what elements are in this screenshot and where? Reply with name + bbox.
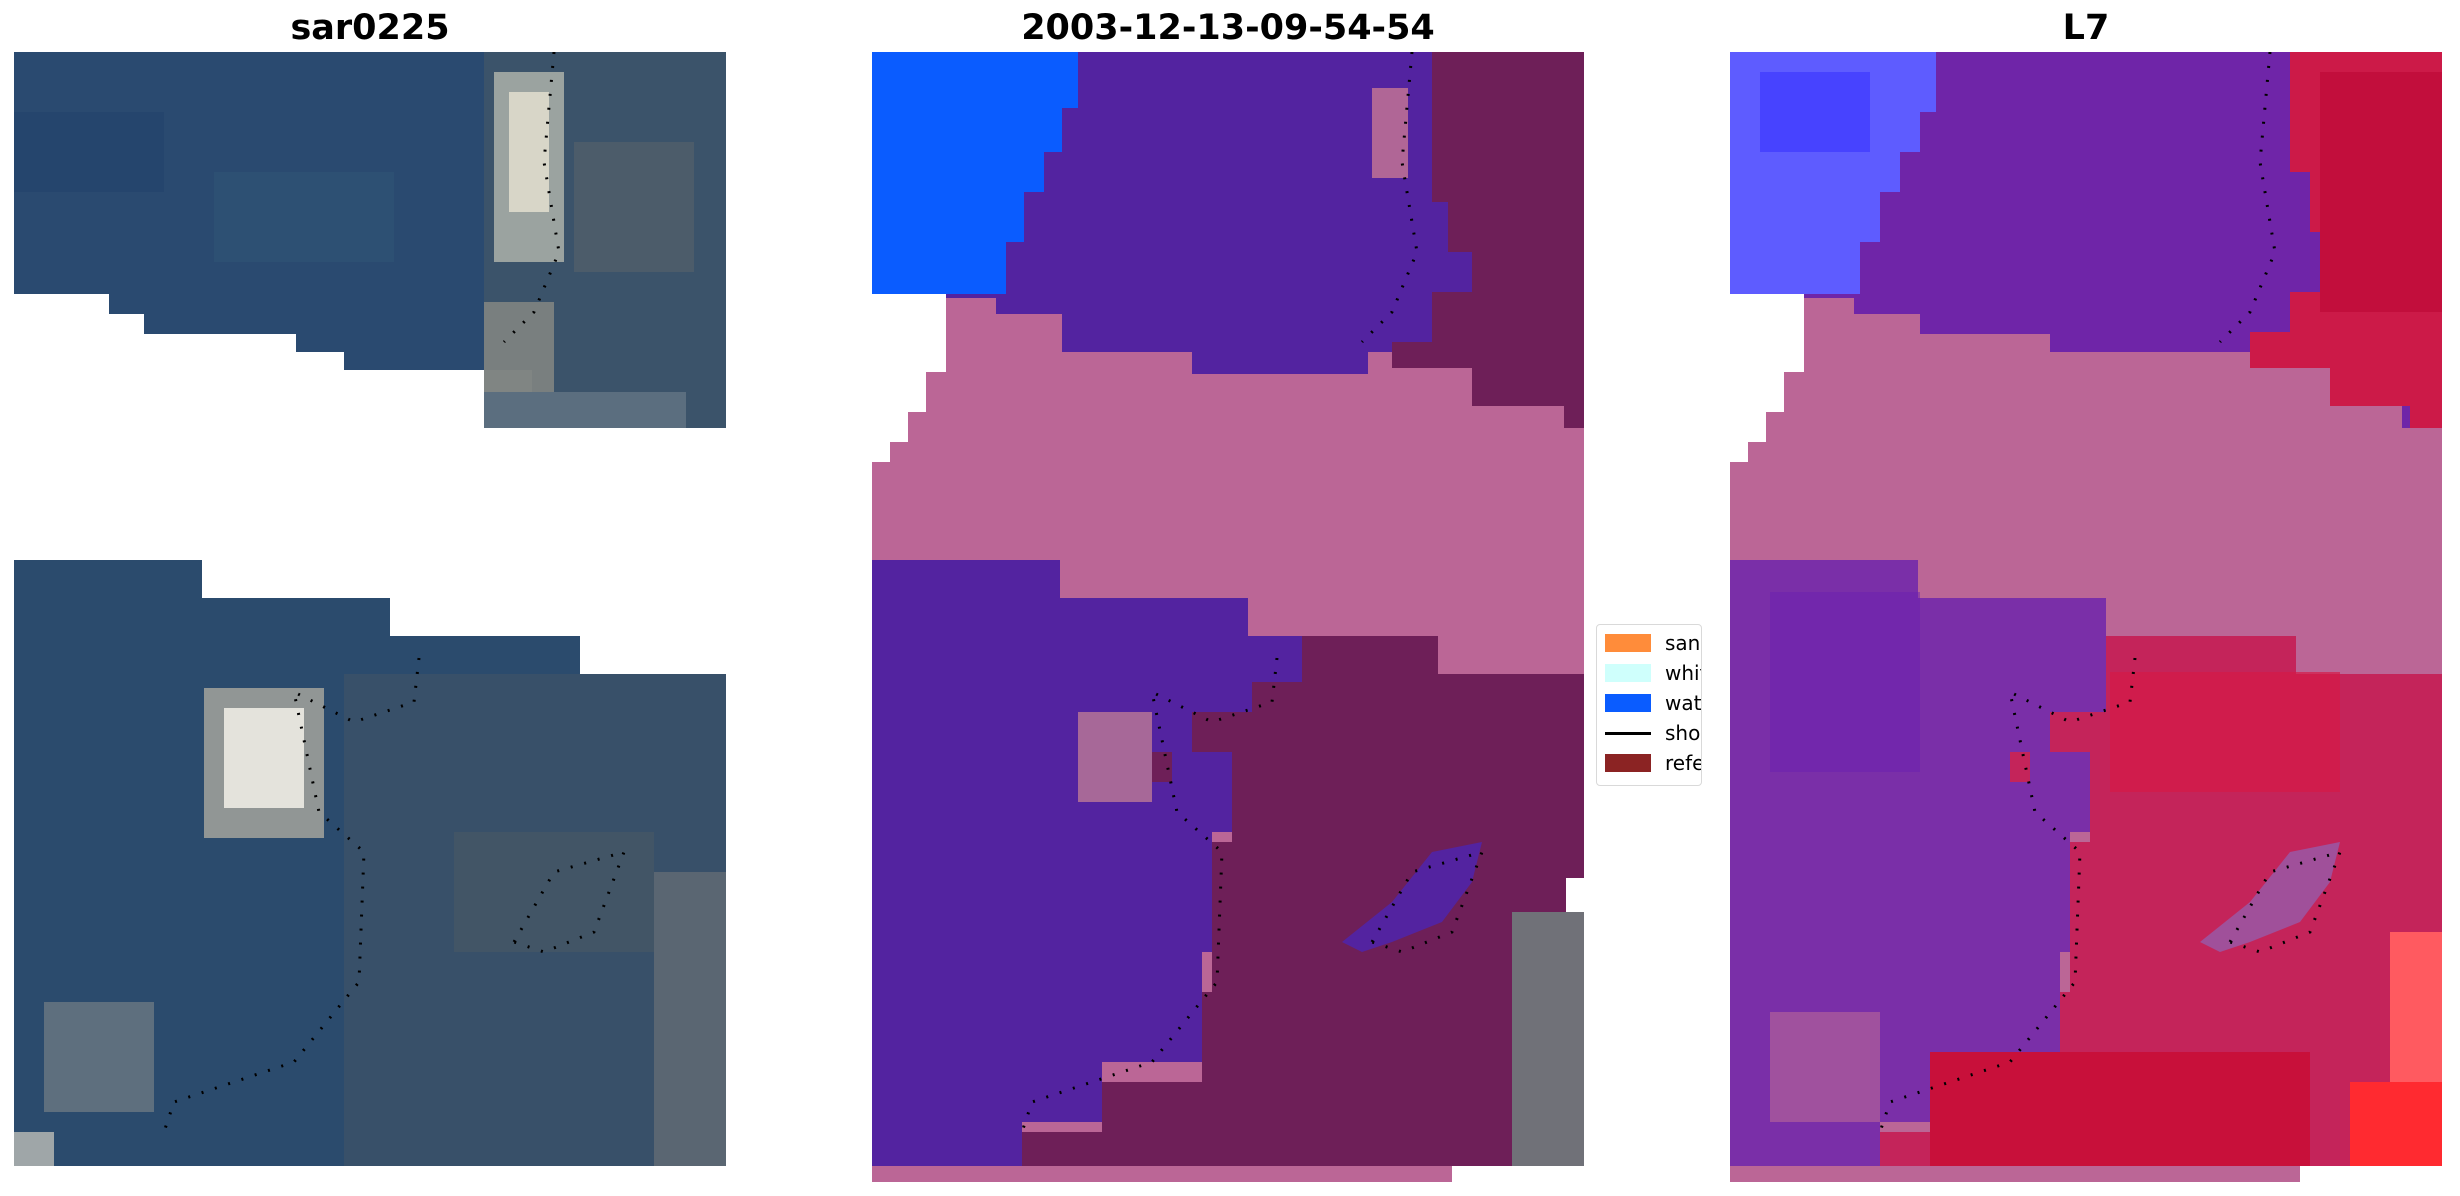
legend-label-sand: sand bbox=[1665, 631, 1701, 655]
legend-item-shoreline: shorel bbox=[1605, 721, 1701, 745]
panel-title-index: L7 bbox=[2062, 8, 2110, 48]
water-blue bbox=[872, 52, 1078, 294]
rgb-shoreline bbox=[502, 52, 561, 344]
legend-item-reference: referer bbox=[1605, 751, 1701, 775]
rgb-image-panel bbox=[14, 52, 726, 1182]
legend-label-shoreline: shorel bbox=[1665, 721, 1701, 745]
shoreline-swatch bbox=[1605, 731, 1651, 735]
legend-item-sand: sand bbox=[1605, 631, 1701, 655]
bottom-water-class bbox=[872, 560, 1302, 1166]
classification-image bbox=[872, 52, 1584, 1182]
index-panel bbox=[1730, 52, 2442, 1182]
classification-panel bbox=[872, 52, 1584, 1182]
top-water-class bbox=[946, 52, 1584, 374]
sand-swatch bbox=[1605, 634, 1651, 652]
reference-swatch bbox=[1605, 754, 1651, 772]
legend-label-water: water bbox=[1665, 691, 1702, 715]
legend-label-whitewater: whitew bbox=[1665, 661, 1701, 685]
rgb-image bbox=[14, 52, 726, 1166]
legend: sand whitew water shorel referer bbox=[1596, 624, 1702, 786]
panel-title-classification: 2003-12-13-09-54-54 bbox=[1021, 8, 1435, 48]
panel-title-rgb: sar0225 bbox=[290, 8, 450, 48]
legend-item-whitewater: whitew bbox=[1605, 661, 1701, 685]
water-swatch bbox=[1605, 694, 1651, 712]
whitewater-swatch bbox=[1605, 664, 1651, 682]
top-land-class bbox=[1392, 52, 1584, 428]
bottom-land-class bbox=[1022, 636, 1584, 1166]
legend-label-reference: referer bbox=[1665, 751, 1701, 775]
legend-item-water: water bbox=[1605, 691, 1702, 715]
index-image bbox=[1730, 52, 2442, 1182]
